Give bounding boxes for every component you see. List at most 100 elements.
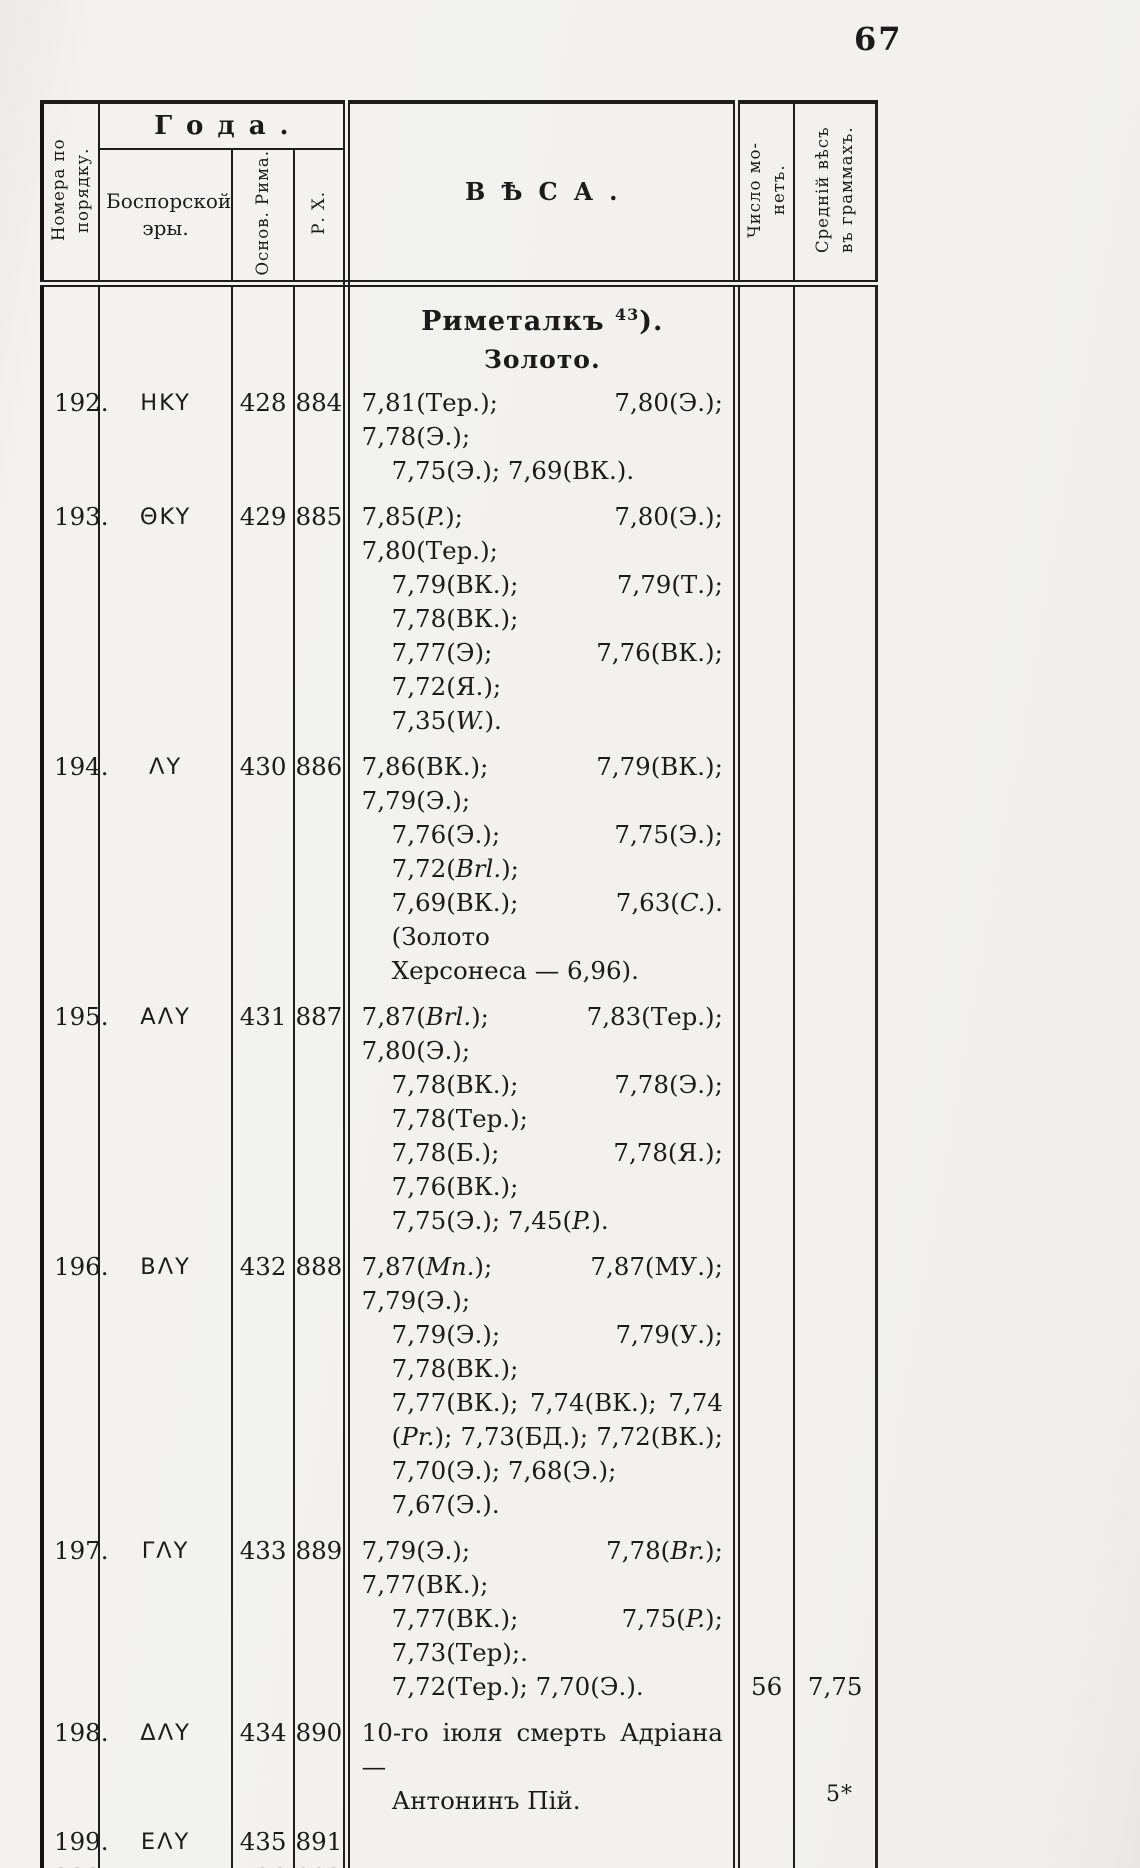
section-header-row: Риметалкъ 43). Золото. [42, 283, 877, 380]
weight-line: (Pr.); 7,73(БД.); 7,72(ВК.); [391, 1421, 723, 1451]
cell-anno-domini: 886 [293, 743, 347, 994]
page-number: 67 [854, 20, 903, 58]
cell-coin-count: 56 [732, 1527, 795, 1710]
table-row-197: 197. ΓΛY 433 889 7,79(Э.); 7,78(Br.); 7,77(В… [42, 1527, 877, 1710]
col-header-avg-weight: Средній вѣсъ въ граммахъ. [793, 102, 877, 287]
weight-line: 7,76(Э.); 7,75(Э.); 7,72(Brl.); [391, 819, 723, 883]
col-header-coin-count: Число мо- нетъ. [732, 102, 795, 287]
weight-line: 7,79(ВК.); 7,79(Т.); 7,78(ВК.); [391, 569, 723, 633]
cell-rome-founding: 433 [231, 1527, 295, 1710]
weight-line: Херсонеса — 6,96). [391, 955, 639, 985]
cell-weights: 7,87(Brl.); 7,83(Тер.); 7,80(Э.); 7,78(ВК… [342, 993, 737, 1244]
table-row-198: 198. ΔΛY 434 890 10-го іюля смерть Адріана —… [42, 1709, 877, 1824]
cell-anno-domini: 887 [293, 993, 347, 1244]
table-header: Номера по порядку. Года. ВѢСА. Число мо-… [42, 102, 877, 287]
cell-weights: Риметалкъ 43). Золото. [342, 283, 737, 380]
table-body: Риметалкъ 43). Золото. 192. HKY 428 884 7,81(Т… [42, 283, 877, 1868]
table-row-195: 195. AΛY 431 887 7,87(Brl.); 7,83(Тер.); 7,8… [42, 993, 877, 1244]
weight-line: 7,70(Э.); 7,68(Э.); 7,67(Э.). [391, 1455, 617, 1519]
signature-mark: 5* [826, 1782, 853, 1807]
cell-avg-weight [793, 283, 877, 380]
section-title: Риметалкъ 43). [421, 304, 664, 337]
cell-rome-founding [231, 283, 295, 380]
weight-line: 7,81(Тер.); 7,80(Э.); 7,78(Э.); [361, 387, 723, 451]
weight-line: 10-го іюля смерть Адріана — [361, 1717, 723, 1781]
weight-line: Антонинъ Пій. [391, 1785, 581, 1815]
weight-line: 7,87(Mn.); 7,87(МУ.); 7,79(Э.); [361, 1251, 723, 1315]
weight-line: 7,78(ВК.); 7,78(Э.); 7,78(Тер.); [391, 1069, 723, 1133]
cell-bosporan-era: ΓΛY [98, 1527, 233, 1710]
cell-rome-founding: 432 [231, 1243, 295, 1528]
cell-bosporan-era: AΛY [98, 993, 233, 1244]
cell-rome-founding: 436 [231, 1859, 295, 1868]
section-subtitle: Золото. [483, 344, 601, 374]
table-row-193: 193. ΘKY 429 885 7,85(P.); 7,80(Э.); 7,80(Те… [42, 493, 877, 744]
cell-weights: 7,81(Тер.); 7,80(Э.); 7,78(Э.); 7,75(Э.);… [342, 379, 737, 494]
cell-bosporan-era: ΛY [98, 743, 233, 994]
cell-avg-weight: 7,75 [793, 1527, 877, 1710]
cell-weights [342, 1859, 737, 1868]
cell-anno-domini: 891 [293, 1823, 347, 1860]
weight-line: 7,35(W.). [391, 705, 502, 735]
weight-line: 7,69(ВК.); 7,63(C.). (Золото [391, 887, 723, 951]
weight-line: 7,75(Э.); 7,69(ВК.). [391, 455, 635, 485]
cell-anno-domini: 885 [293, 493, 347, 744]
cell-coin-count [732, 993, 795, 1244]
col-header-avg-weight-label: Средній вѣсъ въ граммахъ. [813, 126, 857, 254]
cell-weights: 7,85(P.); 7,80(Э.); 7,80(Тер.); 7,79(ВК.)… [342, 493, 737, 744]
cell-avg-weight [793, 743, 877, 994]
weight-line: 7,87(Brl.); 7,83(Тер.); 7,80(Э.); [361, 1001, 723, 1065]
cell-bosporan-era: EΛY [98, 1823, 233, 1860]
cell-bosporan-era: BΛY [98, 1243, 233, 1528]
col-header-anno-domini-label: Р. Х. [308, 190, 328, 235]
table-row-192: 192. HKY 428 884 7,81(Тер.); 7,80(Э.); 7,78(… [42, 379, 877, 494]
table-row-199: 199. EΛY 435 891 [42, 1823, 877, 1860]
weight-line: 7,77(ВК.); 7,74(ВК.); 7,74 [391, 1387, 723, 1417]
cell-avg-weight [793, 993, 877, 1244]
cell-avg-weight [793, 493, 877, 744]
cell-weights: 7,86(ВК.); 7,79(ВК.); 7,79(Э.); 7,76(Э.);… [342, 743, 737, 994]
cell-rome-founding: 435 [231, 1823, 295, 1860]
cell-coin-count [732, 1709, 795, 1824]
cell-anno-domini: 892 [293, 1859, 347, 1868]
cell-coin-count [732, 493, 795, 744]
weight-line: 7,77(Э); 7,76(ВК.); 7,72(Я.); [391, 637, 723, 701]
cell-rome-founding: 429 [231, 493, 295, 744]
weight-line: 7,85(P.); 7,80(Э.); 7,80(Тер.); [361, 501, 723, 565]
cell-anno-domini: 884 [293, 379, 347, 494]
cell-avg-weight [793, 1243, 877, 1528]
cell-rome-founding: 428 [231, 379, 295, 494]
cell-order-number: 195. [54, 1001, 109, 1031]
cell-bosporan-era: ΔΛY [98, 1709, 233, 1824]
cell-bosporan-era: ϚΛY [98, 1859, 233, 1868]
weight-line: 7,79(Э.); 7,79(У.); 7,78(ВК.); [391, 1319, 723, 1383]
cell-weights: 10-го іюля смерть Адріана — Антонинъ Пій. [342, 1709, 737, 1824]
cell-order-number [42, 283, 99, 380]
cell-weights: 7,87(Mn.); 7,87(МУ.); 7,79(Э.); 7,79(Э.);… [342, 1243, 737, 1528]
coin-weight-table: Номера по порядку. Года. ВѢСА. Число мо-… [40, 100, 878, 1868]
table-row-200: 200.ϚΛY436892 [42, 1859, 877, 1868]
cell-bosporan-era: ΘKY [98, 493, 233, 744]
cell-order-number: 192. [54, 387, 109, 417]
col-header-order-number: Номера по порядку. [42, 102, 100, 287]
cell-avg-weight [793, 1859, 877, 1868]
cell-rome-founding: 430 [231, 743, 295, 994]
cell-weights: 7,79(Э.); 7,78(Br.); 7,77(ВК.); 7,77(ВК.)… [342, 1527, 737, 1710]
cell-anno-domini: 888 [293, 1243, 347, 1528]
col-header-anno-domini: Р. Х. [293, 149, 347, 287]
weight-line: 7,78(Б.); 7,78(Я.); 7,76(ВК.); [391, 1137, 723, 1201]
col-header-weights: ВѢСА. [342, 102, 737, 287]
col-header-bosporan-era: Боспорской эры. [98, 149, 233, 287]
cell-anno-domini [293, 283, 347, 380]
cell-bosporan-era [98, 283, 233, 380]
col-header-rome-founding: Основ. Рима. [231, 149, 295, 287]
cell-coin-count [732, 283, 795, 380]
col-header-order-number-label: Номера по порядку. [49, 138, 93, 242]
weight-line: 7,77(ВК.); 7,75(P.); 7,73(Тер);. [391, 1603, 723, 1667]
cell-coin-count [732, 1859, 795, 1868]
table-row-196: 196. BΛY 432 888 7,87(Mn.); 7,87(МУ.); 7,79(… [42, 1243, 877, 1528]
cell-bosporan-era: HKY [98, 379, 233, 494]
cell-rome-founding: 434 [231, 1709, 295, 1824]
cell-coin-count [732, 379, 795, 494]
